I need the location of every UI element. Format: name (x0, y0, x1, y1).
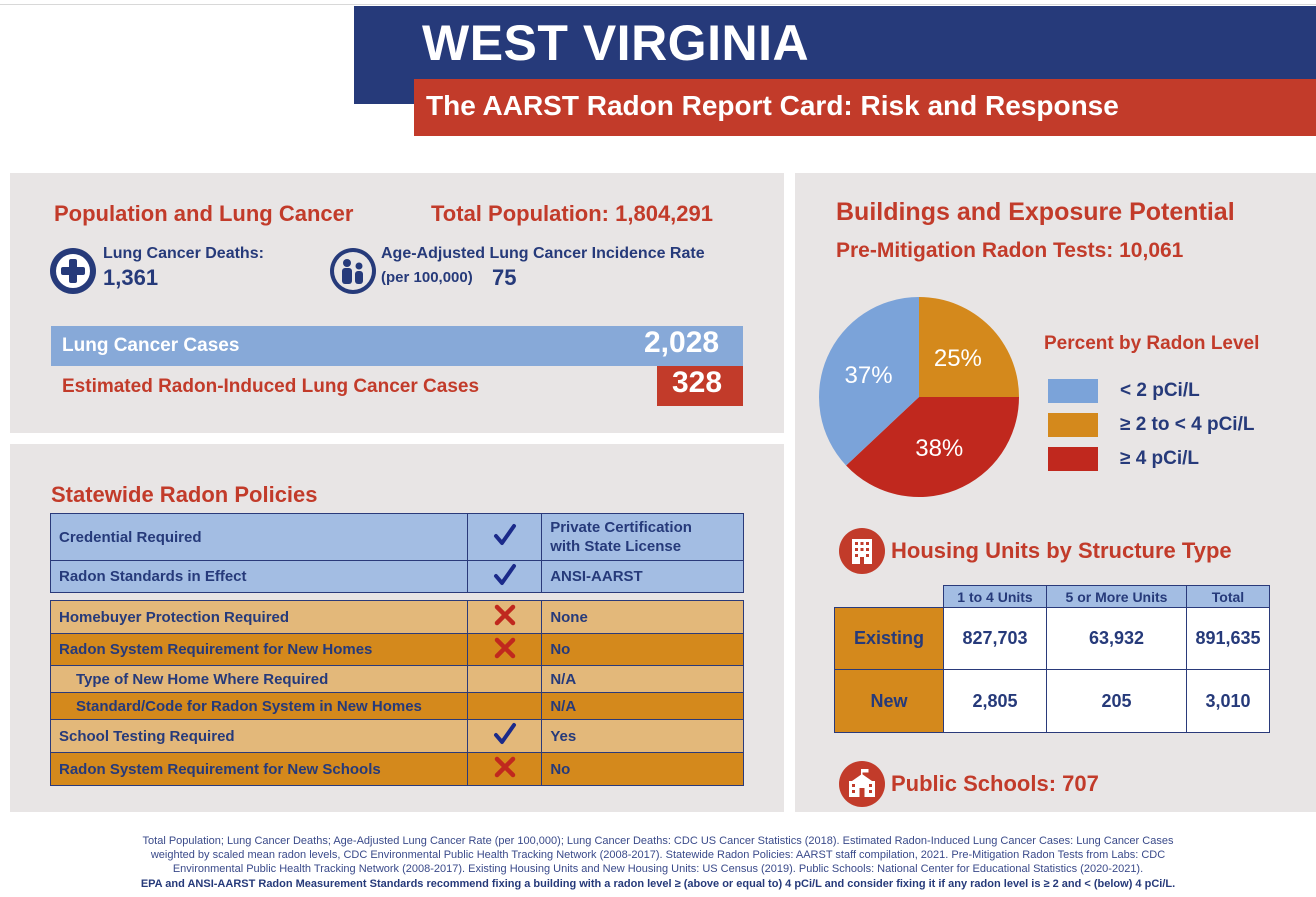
buildings-heading: Buildings and Exposure Potential (836, 198, 1235, 226)
check-icon (467, 513, 543, 561)
policy-row: Radon System Requirement for New Schools… (49, 752, 744, 786)
legend-title: Percent by Radon Level (1044, 333, 1260, 354)
cross-icon (467, 600, 543, 634)
cross-icon (467, 633, 543, 666)
apartment-building-icon (839, 528, 885, 574)
report-subtitle: The AARST Radon Report Card: Risk and Re… (426, 90, 1119, 121)
incidence-value: 75 (492, 265, 517, 290)
radon-cases-label: Estimated Radon-Induced Lung Cancer Case… (62, 376, 480, 397)
legend-swatch-low (1048, 379, 1098, 403)
housing-row-label: New (834, 669, 944, 733)
total-population: Total Population: 1,804,291 (431, 201, 713, 226)
policy-value: No (541, 752, 744, 786)
policy-row: Radon Standards in Effect ANSI-AARST (49, 560, 744, 593)
people-icon (330, 248, 376, 294)
radon-cases-box (657, 366, 743, 406)
policies-table-bottom: Homebuyer Protection Required None Radon… (49, 600, 744, 786)
policy-value-line1: Private Certification (550, 519, 692, 536)
policy-value: No (541, 633, 744, 666)
incidence-label: Age-Adjusted Lung Cancer Incidence Rate (381, 245, 705, 262)
policy-label: Type of New Home Where Required (49, 665, 469, 693)
housing-cell: 827,703 (943, 607, 1047, 670)
policy-value-line2: with State License (550, 538, 682, 555)
population-heading: Population and Lung Cancer (54, 201, 354, 226)
pie-label-high: 38% (915, 435, 963, 462)
public-schools: Public Schools: 707 (891, 771, 1099, 796)
policy-label: Radon System Requirement for New Homes (49, 633, 469, 666)
housing-col-header: 1 to 4 Units (943, 585, 1047, 608)
legend-label-high: ≥ 4 pCi/L (1120, 448, 1200, 469)
housing-row: New 2,805 205 3,010 (834, 669, 1270, 733)
policy-row: Homebuyer Protection Required None (49, 600, 744, 634)
footer-recommendation: EPA and ANSI-AARST Radon Measurement Sta… (140, 878, 1176, 890)
policy-row: Credential Required Private Certificatio… (49, 513, 744, 561)
policy-label: Credential Required (49, 513, 469, 561)
policy-value: N/A (541, 692, 744, 720)
policy-value: None (541, 600, 744, 634)
state-title: WEST VIRGINIA (422, 15, 810, 71)
legend-label-mid: ≥ 2 to < 4 pCi/L (1120, 414, 1255, 435)
policies-table-top: Credential Required Private Certificatio… (49, 513, 744, 593)
policy-label: Radon Standards in Effect (49, 560, 469, 593)
medical-cross-icon (50, 248, 96, 294)
school-icon (839, 761, 885, 807)
radon-cases-value: 328 (672, 366, 723, 399)
footer-source-line: Total Population; Lung Cancer Deaths; Ag… (142, 835, 1174, 847)
housing-cell: 205 (1046, 669, 1187, 733)
footer-source-line: weighted by scaled mean radon levels, CD… (150, 849, 1166, 861)
housing-row: Existing 827,703 63,932 891,635 (834, 607, 1270, 670)
policy-label: School Testing Required (49, 719, 469, 753)
subtitle-banner (414, 79, 1316, 136)
cross-icon (467, 752, 543, 786)
policy-value: ANSI-AARST (541, 560, 744, 593)
housing-table: 1 to 4 Units 5 or More Units Total Exist… (834, 585, 1270, 733)
policy-label: Radon System Requirement for New Schools (49, 752, 469, 786)
pie-label-low: 37% (845, 362, 893, 389)
pie-slice-mid (919, 297, 1019, 397)
policy-row: Radon System Requirement for New Homes N… (49, 633, 744, 666)
policy-value: Private Certification with State License (541, 513, 744, 561)
policy-row: Standard/Code for Radon System in New Ho… (49, 692, 744, 720)
policy-label: Standard/Code for Radon System in New Ho… (49, 692, 469, 720)
lung-cancer-cases-bar (51, 326, 743, 366)
housing-row-label: Existing (834, 607, 944, 670)
housing-cell: 2,805 (943, 669, 1047, 733)
policies-heading: Statewide Radon Policies (51, 482, 318, 507)
footer-source-line: Environmental Public Health Tracking Net… (172, 863, 1144, 875)
policy-label: Homebuyer Protection Required (49, 600, 469, 634)
legend-swatch-mid (1048, 413, 1098, 437)
policy-value: Yes (541, 719, 744, 753)
policy-row: School Testing Required Yes (49, 719, 744, 753)
housing-header-row: 1 to 4 Units 5 or More Units Total (834, 585, 1270, 608)
population-panel (10, 173, 784, 433)
deaths-label: Lung Cancer Deaths: (103, 245, 264, 262)
housing-cell: 3,010 (1186, 669, 1270, 733)
check-icon (467, 560, 543, 593)
incidence-unit: (per 100,000) (381, 269, 473, 286)
check-icon (467, 719, 543, 753)
top-rule (0, 4, 1316, 5)
housing-heading: Housing Units by Structure Type (891, 538, 1232, 563)
housing-cell: 891,635 (1186, 607, 1270, 670)
cases-label: Lung Cancer Cases (62, 335, 240, 356)
radon-tests: Pre-Mitigation Radon Tests: 10,061 (836, 239, 1184, 262)
pie-label-mid: 25% (934, 345, 982, 372)
deaths-value: 1,361 (103, 265, 159, 290)
housing-col-header: Total (1186, 585, 1270, 608)
legend-swatch-high (1048, 447, 1098, 471)
pie-slice-high (846, 397, 1019, 497)
pie-slice-low (819, 297, 919, 466)
housing-col-header: 5 or More Units (1046, 585, 1187, 608)
policy-row: Type of New Home Where Required N/A (49, 665, 744, 693)
cases-value: 2,028 (644, 326, 720, 359)
housing-cell: 63,932 (1046, 607, 1187, 670)
policy-value: N/A (541, 665, 744, 693)
legend-label-low: < 2 pCi/L (1120, 380, 1200, 401)
radon-pie-chart: 25% 38% 37% (819, 297, 1019, 497)
